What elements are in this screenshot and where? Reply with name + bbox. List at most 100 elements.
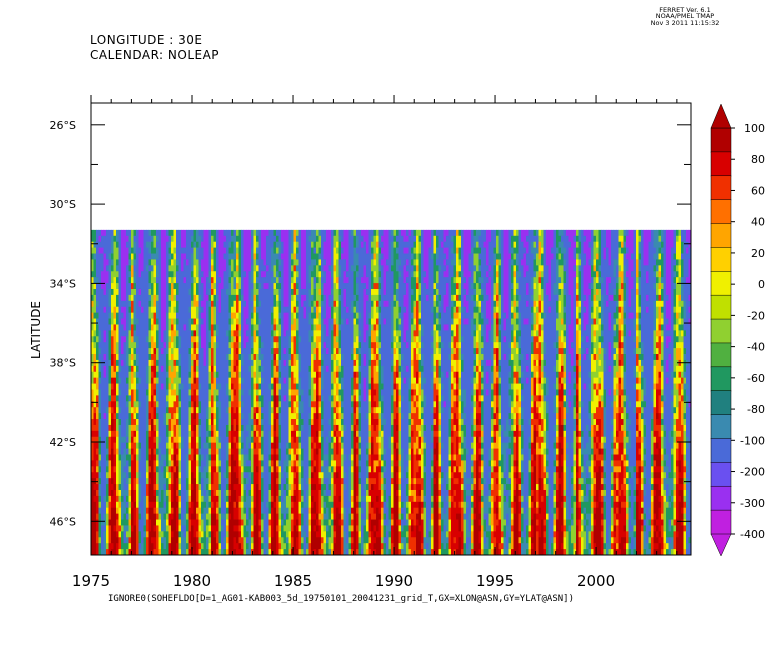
heatmap-cell	[111, 407, 115, 414]
heatmap-cell	[103, 324, 107, 331]
heatmap-cell	[118, 389, 122, 396]
heatmap-cell	[143, 466, 147, 473]
heatmap-cell	[96, 324, 100, 331]
heatmap-cell	[233, 513, 237, 521]
heatmap-cell	[218, 342, 222, 349]
heatmap-cell	[101, 312, 105, 320]
heatmap-cell	[281, 537, 285, 544]
heatmap-cell	[91, 324, 95, 331]
heatmap-cell	[128, 247, 132, 255]
heatmap-cell	[143, 342, 147, 349]
heatmap-cell	[133, 478, 137, 485]
heatmap-cell	[156, 294, 160, 302]
heatmap-cell	[278, 389, 282, 396]
heatmap-cell	[148, 401, 152, 408]
heatmap-cell	[271, 383, 275, 391]
heatmap-cell	[233, 365, 237, 373]
heatmap-cell	[278, 436, 282, 444]
heatmap-cell	[296, 489, 300, 497]
heatmap-cell	[313, 495, 317, 503]
heatmap-cell	[108, 495, 112, 503]
heatmap-cell	[236, 531, 240, 538]
heatmap-cell	[196, 442, 200, 450]
heatmap-cell	[263, 324, 267, 331]
heatmap-cell	[198, 318, 202, 326]
heatmap-cell	[188, 336, 192, 343]
heatmap-cell	[156, 395, 160, 402]
heatmap-cell	[248, 300, 252, 308]
heatmap-cell	[243, 507, 247, 515]
heatmap-cell	[233, 478, 237, 485]
heatmap-cell	[151, 472, 155, 479]
heatmap-cell	[143, 525, 147, 532]
heatmap-cell	[278, 466, 282, 473]
heatmap-cell	[206, 454, 210, 462]
heatmap-cell	[278, 472, 282, 479]
heatmap-cell	[206, 348, 210, 355]
heatmap-cell	[128, 543, 132, 550]
heatmap-cell	[181, 466, 185, 473]
heatmap-cell	[276, 371, 280, 379]
heatmap-cell	[126, 537, 130, 544]
heatmap-cell	[313, 436, 317, 444]
heatmap-cell	[168, 460, 172, 467]
heatmap-cell	[176, 271, 180, 278]
heatmap-cell	[166, 513, 170, 521]
heatmap-cell	[258, 531, 262, 538]
heatmap-cell	[298, 371, 302, 379]
heatmap-cell	[281, 283, 285, 290]
heatmap-cell	[228, 271, 232, 278]
heatmap-cell	[108, 371, 112, 379]
heatmap-cell	[106, 401, 110, 408]
heatmap-cell	[131, 419, 135, 426]
heatmap-cell	[136, 312, 140, 320]
heatmap-cell	[288, 383, 292, 391]
heatmap-cell	[121, 419, 125, 426]
heatmap-cell	[233, 519, 237, 527]
heatmap-cell	[193, 513, 197, 521]
heatmap-cell	[236, 330, 240, 337]
heatmap-cell	[316, 288, 320, 296]
heatmap-cell	[211, 442, 215, 450]
heatmap-cell	[256, 424, 260, 432]
heatmap-cell	[233, 537, 237, 544]
heatmap-cell	[241, 371, 245, 379]
heatmap-cell	[181, 484, 185, 491]
heatmap-cell	[276, 312, 280, 320]
heatmap-cell	[171, 466, 175, 473]
heatmap-cell	[126, 419, 130, 426]
heatmap-cell	[163, 235, 167, 243]
heatmap-cell	[253, 513, 257, 521]
heatmap-cell	[226, 489, 230, 497]
heatmap-cell	[98, 436, 102, 444]
heatmap-cell	[203, 419, 207, 426]
heatmap-cell	[223, 283, 227, 290]
heatmap-cell	[128, 525, 132, 532]
heatmap-cell	[251, 519, 255, 527]
heatmap-cell	[116, 377, 120, 385]
heatmap-cell	[201, 371, 205, 379]
heatmap-cell	[111, 283, 115, 290]
heatmap-cell	[231, 371, 235, 379]
heatmap-cell	[156, 312, 160, 320]
heatmap-cell	[126, 336, 130, 343]
heatmap-cell	[158, 235, 162, 243]
heatmap-cell	[216, 229, 220, 237]
heatmap-cell	[143, 413, 147, 420]
heatmap-cell	[138, 283, 142, 290]
heatmap-cell	[243, 271, 247, 278]
heatmap-cell	[271, 348, 275, 355]
heatmap-cell	[126, 265, 130, 272]
heatmap-cell	[248, 401, 252, 408]
heatmap-cell	[286, 348, 290, 355]
heatmap-cell	[243, 259, 247, 266]
heatmap-cell	[113, 259, 117, 266]
heatmap-cell	[248, 359, 252, 367]
heatmap-cell	[218, 294, 222, 302]
heatmap-cell	[218, 489, 222, 497]
heatmap-cell	[168, 495, 172, 503]
heatmap-cell	[91, 460, 95, 467]
heatmap-cell	[233, 448, 237, 456]
heatmap-cell	[266, 259, 270, 266]
heatmap-cell	[138, 365, 142, 373]
